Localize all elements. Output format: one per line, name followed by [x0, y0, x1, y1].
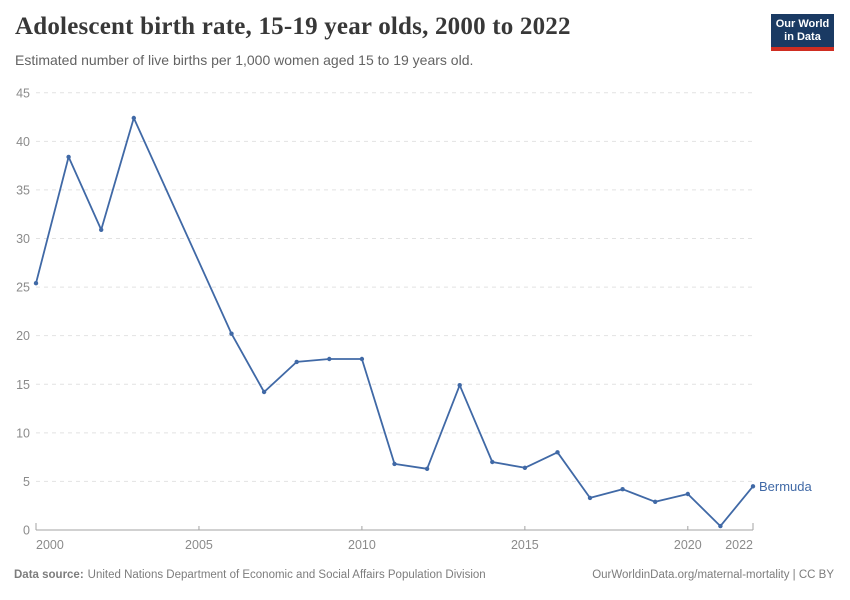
y-tick-label: 30	[16, 232, 30, 246]
y-tick-label: 25	[16, 281, 30, 295]
data-point[interactable]	[392, 461, 397, 467]
data-point[interactable]	[620, 487, 625, 492]
x-tick-label: 2015	[511, 538, 539, 552]
y-tick-label: 40	[16, 135, 30, 149]
series-entity-label: Bermuda	[759, 479, 813, 494]
data-point[interactable]	[359, 356, 365, 362]
x-tick-label: 2022	[725, 538, 753, 552]
data-point[interactable]	[131, 115, 136, 121]
owid-logo-line1: Our World	[775, 18, 830, 30]
data-point[interactable]	[33, 281, 39, 286]
data-point[interactable]	[99, 227, 104, 232]
data-source-label: Data source:	[14, 569, 84, 581]
x-tick-label: 2000	[36, 538, 64, 552]
y-tick-label: 10	[16, 426, 30, 440]
data-source-note: Data source: United Nations Department of…	[14, 569, 486, 581]
data-point[interactable]	[457, 383, 462, 388]
data-point[interactable]	[685, 491, 690, 497]
data-point[interactable]	[66, 154, 71, 160]
y-tick-label: 35	[16, 183, 30, 197]
y-tick-label: 15	[16, 378, 30, 392]
data-source-text: United Nations Department of Economic an…	[87, 569, 486, 581]
data-point[interactable]	[587, 495, 593, 501]
data-point[interactable]	[718, 523, 723, 529]
x-tick-label: 2005	[185, 538, 213, 552]
data-point[interactable]	[555, 450, 560, 455]
line-chart-canvas[interactable]: 0 5 10 15 20 25 30 35 40 45 2000 2005 2010 2015 2020 20…	[0, 0, 850, 560]
data-point[interactable]	[294, 359, 299, 365]
data-point[interactable]	[490, 459, 495, 465]
data-point[interactable]	[327, 356, 332, 362]
data-point[interactable]	[653, 499, 658, 504]
data-point[interactable]	[522, 465, 528, 470]
owid-citation-link[interactable]: OurWorldinData.org/maternal-mortality | …	[592, 569, 834, 581]
chart-subtitle: Estimated number of live births per 1,00…	[15, 52, 474, 68]
chart-footer: Data source: United Nations Department of…	[14, 569, 834, 581]
x-tick-label: 2020	[674, 538, 702, 552]
y-tick-label: 45	[16, 86, 30, 100]
owid-logo: Our World in Data	[771, 14, 834, 51]
x-tick-label: 2010	[348, 538, 376, 552]
y-tick-label: 20	[16, 329, 30, 343]
data-point[interactable]	[750, 484, 756, 489]
owid-logo-line2: in Data	[784, 30, 821, 43]
y-tick-label: 0	[23, 524, 30, 538]
chart-title: Adolescent birth rate, 15-19 year olds, …	[15, 13, 571, 40]
data-point[interactable]	[424, 466, 430, 471]
y-tick-label: 5	[23, 475, 30, 489]
data-point[interactable]	[229, 331, 234, 336]
data-point[interactable]	[261, 389, 267, 395]
